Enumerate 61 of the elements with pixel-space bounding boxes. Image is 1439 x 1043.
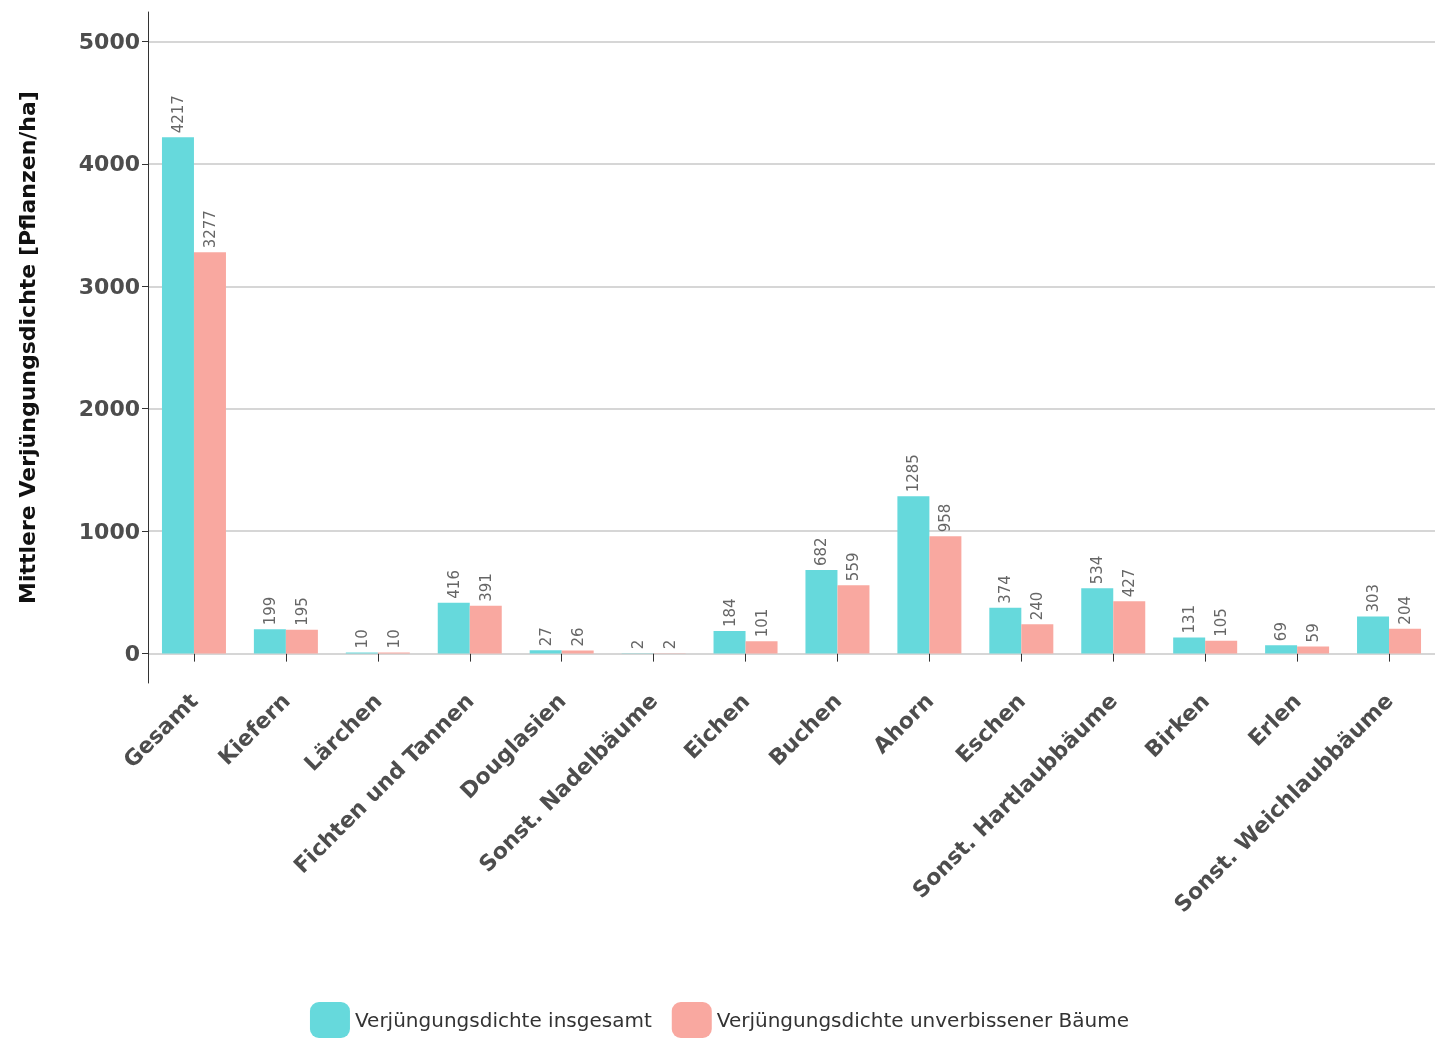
data-label: 204 (1396, 595, 1415, 625)
data-label: 534 (1088, 555, 1107, 585)
bar (1021, 624, 1054, 654)
bar (805, 570, 838, 654)
y-tick-label: 1000 (78, 518, 140, 544)
data-label: 240 (1028, 591, 1047, 621)
bar (253, 629, 286, 654)
data-label: 958 (936, 503, 955, 533)
bar (929, 536, 962, 654)
y-tick-label: 5000 (78, 28, 140, 54)
bar (193, 252, 226, 654)
bar (745, 641, 778, 654)
bar (1357, 616, 1390, 654)
data-label: 3277 (200, 210, 219, 249)
data-label: 59 (1304, 623, 1323, 643)
y-tick-label: 4000 (78, 151, 140, 177)
data-label: 391 (476, 573, 495, 602)
bar (1389, 628, 1422, 654)
bar (1265, 645, 1298, 654)
bar (1297, 646, 1330, 654)
data-label: 101 (752, 608, 771, 638)
data-label: 26 (568, 627, 587, 647)
data-label: 184 (720, 598, 739, 628)
bar (561, 650, 594, 654)
data-label: 2 (660, 639, 679, 650)
data-label: 27 (536, 627, 555, 647)
data-label: 374 (996, 575, 1015, 604)
bar (897, 496, 930, 654)
bar (713, 631, 746, 654)
bar (1081, 588, 1114, 654)
y-axis-title: Mittlere Verjüngungsdichte [Pflanzen/ha] (14, 91, 40, 604)
bar (285, 629, 318, 654)
data-label: 427 (1120, 568, 1139, 598)
data-label: 195 (292, 597, 311, 626)
data-label: 416 (444, 570, 463, 599)
bar (989, 607, 1022, 654)
bar (469, 605, 502, 654)
bar (837, 585, 870, 654)
data-label: 131 (1180, 604, 1199, 634)
data-label: 199 (260, 596, 279, 626)
legend-label: Verjüngungsdichte unverbissener Bäume (716, 1008, 1130, 1032)
data-label: 2 (628, 639, 647, 650)
data-label: 303 (1364, 583, 1383, 613)
data-label: 4217 (168, 95, 187, 134)
bar (161, 137, 194, 654)
y-tick-label: 2000 (78, 396, 140, 422)
bar (1113, 601, 1146, 654)
data-label: 69 (1272, 622, 1291, 642)
bar (529, 650, 562, 654)
data-label: 10 (384, 629, 403, 649)
data-label: 682 (812, 537, 831, 567)
data-label: 10 (352, 629, 371, 649)
data-label: 559 (844, 552, 863, 582)
data-label: 1285 (904, 454, 923, 493)
y-tick-label: 3000 (78, 273, 140, 299)
bar (1173, 637, 1206, 654)
data-label: 105 (1212, 608, 1231, 637)
legend-label: Verjüngungsdichte insgesamt (354, 1008, 652, 1032)
y-tick-label: 0 (124, 641, 140, 667)
bar (437, 602, 470, 654)
bar (1205, 640, 1238, 654)
